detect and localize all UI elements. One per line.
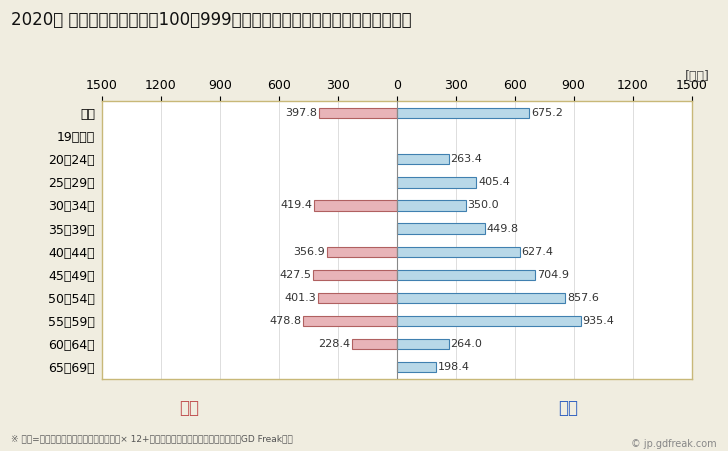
Text: [万円]: [万円] xyxy=(685,70,710,83)
Text: 228.4: 228.4 xyxy=(318,339,350,349)
Text: 704.9: 704.9 xyxy=(537,270,569,280)
Bar xyxy=(327,247,397,257)
Bar xyxy=(352,339,397,350)
Text: 2020年 民間企業（従業者数100〜999人）フルタイム労働者の男女別平均年収: 2020年 民間企業（従業者数100〜999人）フルタイム労働者の男女別平均年収 xyxy=(11,11,411,29)
Text: © jp.gdfreak.com: © jp.gdfreak.com xyxy=(631,439,717,449)
Bar xyxy=(397,200,466,211)
Text: 女性: 女性 xyxy=(179,399,199,417)
Text: 263.4: 263.4 xyxy=(450,154,482,164)
Text: 405.4: 405.4 xyxy=(478,177,510,187)
Bar xyxy=(318,293,397,303)
Bar xyxy=(397,223,485,234)
Bar xyxy=(397,362,436,373)
Bar xyxy=(397,108,529,118)
Text: 935.4: 935.4 xyxy=(582,316,614,326)
Bar xyxy=(397,177,476,188)
Text: 449.8: 449.8 xyxy=(487,224,519,234)
Text: 男性: 男性 xyxy=(558,399,578,417)
Bar xyxy=(397,154,448,165)
Text: 356.9: 356.9 xyxy=(293,247,325,257)
Bar xyxy=(314,200,397,211)
Text: 350.0: 350.0 xyxy=(467,201,499,211)
Bar xyxy=(319,108,397,118)
Bar xyxy=(303,316,397,326)
Text: 264.0: 264.0 xyxy=(450,339,482,349)
Bar xyxy=(397,316,581,326)
Text: 857.6: 857.6 xyxy=(567,293,598,303)
Text: 627.4: 627.4 xyxy=(522,247,554,257)
Text: 478.8: 478.8 xyxy=(269,316,301,326)
Bar xyxy=(397,270,535,280)
Text: 427.5: 427.5 xyxy=(279,270,311,280)
Text: 198.4: 198.4 xyxy=(438,362,470,372)
Text: 419.4: 419.4 xyxy=(281,201,313,211)
Bar xyxy=(397,247,520,257)
Text: 401.3: 401.3 xyxy=(285,293,316,303)
Text: ※ 年収=「きまって支給する現金給与額」× 12+「年間賞与その他特別給与額」としてGD Freak推計: ※ 年収=「きまって支給する現金給与額」× 12+「年間賞与その他特別給与額」と… xyxy=(11,434,293,443)
Bar xyxy=(397,339,448,350)
Bar xyxy=(313,270,397,280)
Bar xyxy=(397,293,566,303)
Text: 675.2: 675.2 xyxy=(531,108,563,118)
Text: 397.8: 397.8 xyxy=(285,108,317,118)
